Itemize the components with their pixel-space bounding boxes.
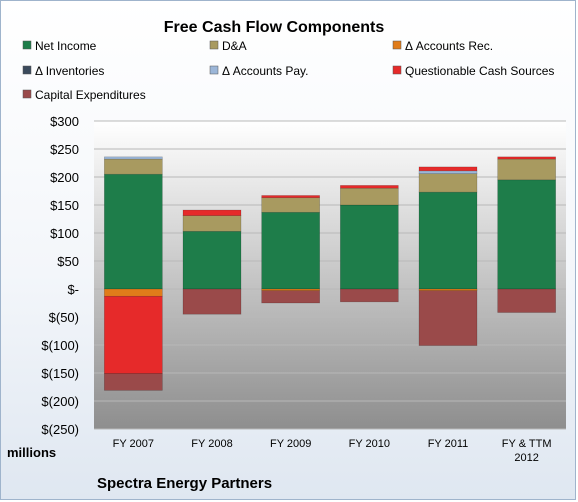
bar-capital-expenditures-fy-2010 — [340, 288, 399, 303]
x-tick-label: FY & TTM 2012 — [502, 438, 552, 464]
legend: Net Income D&A Δ Accounts Rec. Δ Inventorie… — [22, 39, 554, 102]
legend-swatch-net-income — [22, 40, 32, 50]
x-tick-label: FY 2010 — [349, 438, 390, 450]
bar-d-a-fy-2010 — [340, 187, 399, 206]
x-tick-label: FY 2009 — [270, 438, 311, 450]
y-tick-label: $50 — [57, 254, 79, 269]
bar-net-income-fy-2009 — [261, 211, 320, 290]
bar-d-a-fy-ttm-2012 — [497, 158, 556, 181]
bar-capital-expenditures-fy-ttm-2012 — [497, 288, 556, 313]
bar-questionable-cash-sources-fy-2007 — [104, 295, 163, 374]
legend-label-questionable-cash-sources: Questionable Cash Sources — [405, 64, 554, 78]
y-tick-label: $(250) — [41, 422, 79, 437]
bar-capital-expenditures-fy-2007 — [104, 373, 163, 391]
legend-label-accounts-rec: Δ Accounts Rec. — [405, 39, 493, 53]
legend-label-inventories: Δ Inventories — [35, 64, 104, 78]
legend-label-d-a: D&A — [222, 39, 247, 53]
legend-swatch-d-a — [209, 40, 219, 50]
legend-swatch-inventories — [22, 65, 32, 75]
y-tick-label: $100 — [50, 226, 79, 241]
y-tick-label: $(200) — [41, 394, 79, 409]
bar-capital-expenditures-fy-2008 — [182, 288, 242, 315]
y-axis-units-label: millions — [7, 445, 56, 460]
chart-footer: Spectra Energy Partners — [97, 475, 272, 492]
bar-accounts-pay-fy-2007 — [104, 156, 163, 160]
chart-title: Free Cash Flow Components — [164, 19, 385, 36]
y-tick-label: $200 — [50, 170, 79, 185]
x-tick-label: FY 2011 — [428, 438, 469, 450]
bar-d-a-fy-2008 — [182, 215, 242, 232]
x-tick-label: FY 2008 — [191, 438, 232, 450]
bar-d-a-fy-2007 — [104, 158, 163, 175]
x-tick-label: FY 2007 — [113, 438, 154, 450]
legend-label-accounts-pay: Δ Accounts Pay. — [222, 64, 309, 78]
bar-net-income-fy-2010 — [340, 204, 399, 290]
x-axis: FY 2007 FY 2008 FY 2009 FY 2010 FY 2011 FY & … — [113, 438, 552, 464]
y-axis: $300 $250 $200 $150 $100 $50 $- $(50) $(100) $(15… — [41, 114, 79, 437]
bar-net-income-fy-ttm-2012 — [497, 179, 556, 290]
bar-questionable-cash-sources-fy-2008 — [182, 209, 242, 216]
bars — [104, 156, 556, 391]
legend-swatch-capital-expenditures — [22, 89, 32, 99]
gridlines — [94, 120, 566, 430]
legend-swatch-accounts-pay — [209, 65, 219, 75]
legend-label-net-income: Net Income — [35, 39, 97, 53]
bar-d-a-fy-2009 — [261, 197, 320, 213]
bar-questionable-cash-sources-fy-2010 — [340, 185, 399, 189]
bar-questionable-cash-sources-fy-2009 — [261, 195, 320, 199]
y-tick-label: $300 — [50, 114, 79, 129]
bar-capital-expenditures-fy-2009 — [261, 290, 320, 304]
legend-swatch-accounts-rec — [392, 40, 402, 50]
bar-accounts-rec-fy-2007 — [104, 288, 163, 297]
legend-label-capital-expenditures: Capital Expenditures — [35, 88, 146, 102]
bar-d-a-fy-2011 — [418, 173, 478, 193]
bar-questionable-cash-sources-fy-2011 — [418, 166, 478, 172]
bar-accounts-pay-fy-2011 — [418, 170, 478, 174]
y-tick-label: $150 — [50, 198, 79, 213]
bar-net-income-fy-2008 — [182, 231, 242, 290]
y-tick-label: $(50) — [49, 310, 79, 325]
plot-area — [94, 121, 566, 429]
bar-questionable-cash-sources-fy-ttm-2012 — [497, 156, 556, 160]
y-tick-label: $250 — [50, 142, 79, 157]
bar-net-income-fy-2011 — [418, 191, 478, 290]
y-tick-label: $(150) — [41, 366, 79, 381]
y-tick-label: $(100) — [41, 338, 79, 353]
bar-net-income-fy-2007 — [104, 173, 163, 290]
bar-capital-expenditures-fy-2011 — [418, 290, 478, 346]
y-tick-label: $- — [67, 282, 79, 297]
legend-swatch-questionable-cash-sources — [392, 65, 402, 75]
